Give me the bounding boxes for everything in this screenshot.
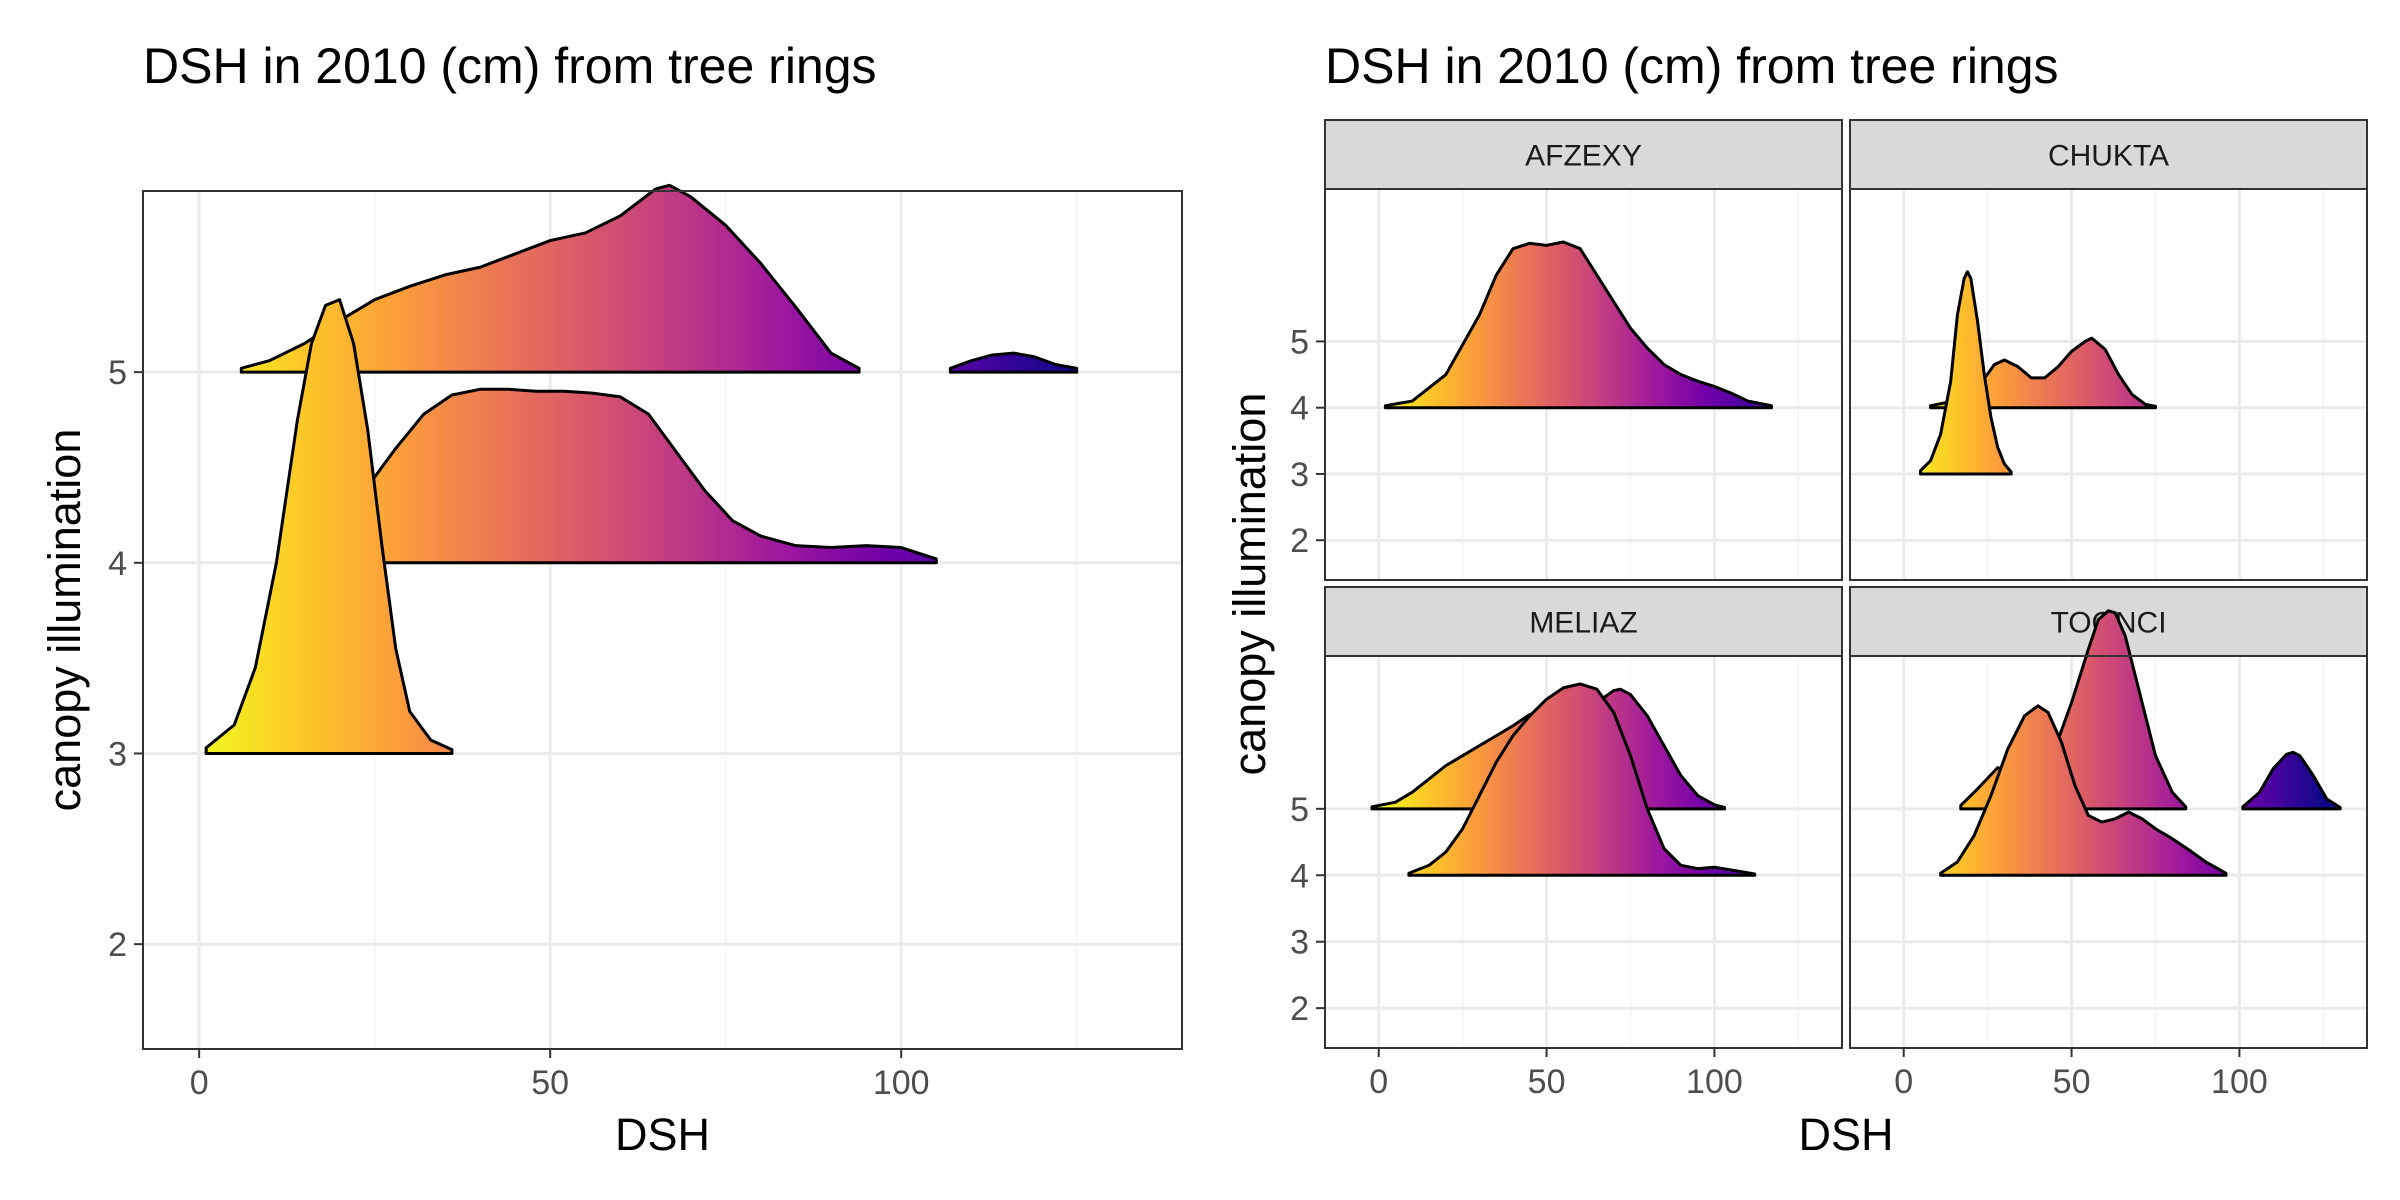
ridge-density-3 — [1919, 270, 2013, 476]
y-tick-label: 4 — [108, 545, 127, 583]
y-tick-label: 2 — [108, 926, 127, 964]
facet-panel-border — [1849, 188, 2368, 581]
facet-strip-label: AFZEXY — [1525, 140, 1642, 173]
chart-left-border — [142, 190, 1183, 1050]
y-tick-label: 2 — [1290, 522, 1309, 560]
facet-strip — [1849, 119, 2368, 190]
facet-panel-border — [1324, 655, 1843, 1049]
x-tick-label: 100 — [2211, 1063, 2268, 1101]
y-tick-label: 3 — [108, 735, 127, 773]
ridge-density-5 — [948, 351, 1079, 374]
ridge-density-4 — [1383, 240, 1773, 410]
y-tick-label: 2 — [1290, 990, 1309, 1028]
x-tick-label: 0 — [1369, 1063, 1388, 1101]
y-tick-label: 5 — [1290, 791, 1309, 829]
x-tick-label: 0 — [1894, 1063, 1913, 1101]
ridge-density-4 — [366, 387, 938, 565]
y-tick-label: 5 — [1290, 323, 1309, 361]
facet-panel-afzexy: AFZEXY 2 3 4 5 — [1290, 119, 1843, 581]
ridge-density-4 — [1407, 682, 1757, 877]
ridge-density-5 — [2241, 750, 2342, 811]
chart-right-x-axis-title: DSH — [1798, 1109, 1893, 1160]
y-tick-label: 4 — [1290, 390, 1309, 428]
y-tick-label: 3 — [1290, 924, 1309, 962]
chart-left-x-axis-title: DSH — [615, 1109, 710, 1160]
x-tick-label: 50 — [531, 1064, 569, 1102]
ridge-density-3 — [204, 298, 454, 755]
facet-strip-label: MELIAZ — [1529, 607, 1637, 640]
x-tick-label: 50 — [2053, 1063, 2091, 1101]
facet-strip-label: CHUKTA — [2048, 140, 2169, 173]
chart-right-faceted: DSH in 2010 (cm) from tree rings AFZEXY 2 3… — [1224, 38, 2368, 1160]
facet-panel-toonci: TOONCI050100 — [1849, 586, 2368, 1101]
facet-panel-chukta: CHUKTA — [1849, 119, 2368, 581]
x-tick-label: 100 — [873, 1064, 930, 1102]
ridge-density-4 — [1939, 704, 2228, 877]
chart-right-title: DSH in 2010 (cm) from tree rings — [1325, 38, 2059, 94]
x-tick-label: 50 — [1528, 1063, 1566, 1101]
chart-right-y-axis-title: canopy illumination — [1224, 393, 1275, 776]
facet-strip — [1324, 586, 1843, 657]
chart-left-y-axis-title: canopy illumination — [39, 429, 90, 812]
y-tick-label: 3 — [1290, 456, 1309, 494]
x-tick-label: 100 — [1686, 1063, 1743, 1101]
chart-left-title: DSH in 2010 (cm) from tree rings — [143, 38, 877, 94]
x-tick-label: 0 — [190, 1064, 209, 1102]
y-tick-label: 4 — [1290, 857, 1309, 895]
y-tick-label: 5 — [108, 354, 127, 392]
facet-panel-border — [1849, 655, 2368, 1049]
facet-strip — [1324, 119, 1843, 190]
chart-left: DSH in 2010 (cm) from tree rings 0 50 100 2 3… — [39, 38, 1183, 1160]
facet-panel-border — [1324, 188, 1843, 581]
